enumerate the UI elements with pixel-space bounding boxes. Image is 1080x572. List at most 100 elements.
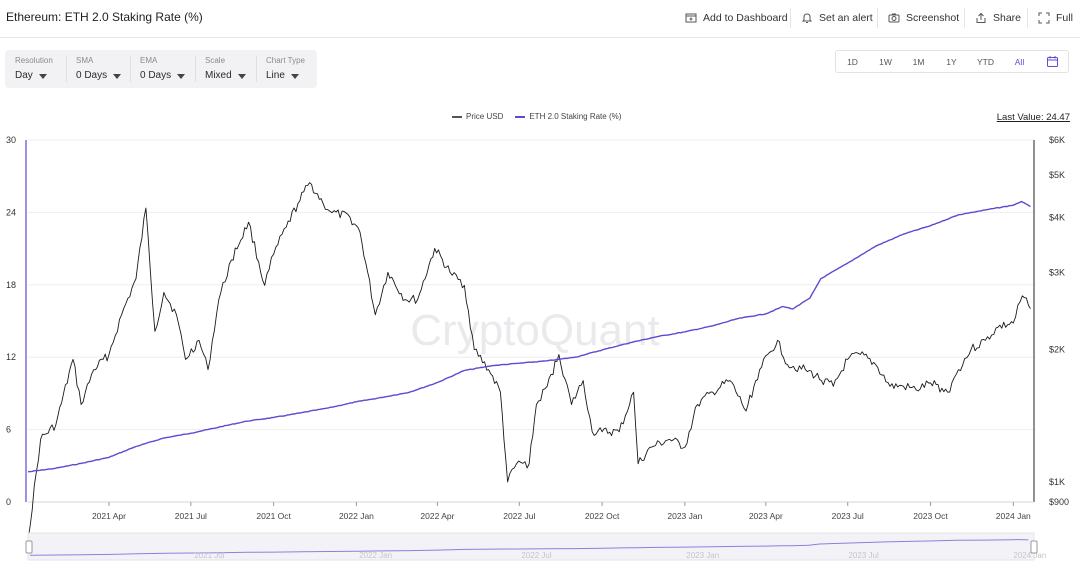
last-value: Last Value: 24.47 <box>996 112 1070 123</box>
scale-value: Mixed <box>205 70 232 81</box>
chart-type-value: Line <box>266 70 285 81</box>
legend-label-price: Price USD <box>466 112 504 121</box>
y-left-tick-label: 0 <box>6 497 11 507</box>
calendar-icon <box>1046 56 1058 67</box>
range-button-1w[interactable]: 1W <box>879 56 892 67</box>
chevron-down-icon <box>290 73 299 79</box>
navigator-tick-label: 2021 Jul <box>194 551 224 560</box>
y-right-tick-label: $900 <box>1049 497 1069 507</box>
navigator-track <box>27 532 1035 561</box>
legend-item-staking[interactable]: ETH 2.0 Staking Rate (%) <box>515 112 621 121</box>
fullscreen-button[interactable]: Full <box>1038 9 1073 27</box>
toolbar-divider <box>195 56 196 82</box>
navigator-right-handle[interactable] <box>1030 540 1038 554</box>
legend-label-staking: ETH 2.0 Staking Rate (%) <box>529 112 622 121</box>
x-tick-label: 2022 Jan <box>339 511 374 521</box>
header-divider <box>964 8 965 28</box>
legend-swatch-staking <box>515 115 526 118</box>
navigator-tick-label: 2023 Jan <box>686 551 719 560</box>
resolution-select[interactable]: Resolution Day <box>15 55 53 85</box>
y-left-tick-label: 12 <box>6 352 16 362</box>
staking-rate-series-line <box>27 200 1031 473</box>
resolution-label: Resolution <box>15 56 53 65</box>
x-tick-label: 2021 Oct <box>256 511 291 521</box>
sma-label: SMA <box>76 56 94 65</box>
y-right-tick-label: $4K <box>1049 212 1065 222</box>
screenshot-button[interactable]: Screenshot <box>888 9 959 27</box>
fullscreen-icon <box>1038 12 1050 24</box>
x-tick-label: 2023 Jan <box>667 511 702 521</box>
ema-select[interactable]: EMA 0 Days <box>140 55 186 85</box>
navigator-series-line <box>29 539 1029 556</box>
camera-icon <box>888 13 900 23</box>
date-picker-button[interactable] <box>1036 51 1068 72</box>
header-divider <box>877 8 878 28</box>
header-bar: Ethereum: ETH 2.0 Staking Rate (%) Add t… <box>0 0 1080 38</box>
price-series-line <box>27 182 1031 540</box>
chart-navigator: 2021 Jul 2022 Jan 2022 Jul 2023 Jan 2023 Jul… <box>25 532 1046 561</box>
chart-axes: 0 6 12 18 24 30 $900 $1K $2K $3K $4K $5K $6K 2021 Apr… <box>6 135 1069 521</box>
y-left-tick-label: 6 <box>6 425 11 435</box>
toolbar-divider <box>130 56 131 82</box>
sma-select[interactable]: SMA 0 Days <box>76 55 122 85</box>
fullscreen-label: Full <box>1056 12 1073 24</box>
range-button-1d[interactable]: 1D <box>847 56 858 67</box>
share-label: Share <box>993 12 1022 24</box>
share-icon <box>976 12 986 23</box>
navigator-left-handle[interactable] <box>25 540 33 554</box>
ema-value: 0 Days <box>140 70 172 81</box>
y-right-tick-label: $6K <box>1049 135 1065 145</box>
toolbar-divider <box>66 56 67 82</box>
range-button-1m[interactable]: 1M <box>912 56 925 67</box>
y-right-tick-label: $3K <box>1049 267 1065 277</box>
header-divider <box>1027 8 1028 28</box>
x-tick-label: 2024 Jan <box>996 511 1031 521</box>
range-button-1y[interactable]: 1Y <box>946 56 957 67</box>
scale-select[interactable]: Scale Mixed <box>205 55 246 85</box>
chart-legend: Price USD ETH 2.0 Staking Rate (%) <box>452 112 633 121</box>
y-left-tick-label: 18 <box>6 280 16 290</box>
share-button[interactable]: Share <box>975 9 1021 27</box>
y-right-tick-label: $1K <box>1049 477 1065 487</box>
x-tick-label: 2022 Apr <box>420 511 454 521</box>
x-tick-label: 2021 Jul <box>175 511 207 521</box>
y-right-tick-label: $5K <box>1049 170 1065 180</box>
chart-type-select[interactable]: Chart Type Line <box>266 55 305 85</box>
navigator-tick-label: 2022 Jul <box>521 551 551 560</box>
chart-series <box>27 182 1031 540</box>
y-left-tick-label: 24 <box>6 207 16 217</box>
chevron-down-icon <box>38 73 47 79</box>
scale-label: Scale <box>205 56 226 65</box>
bell-icon <box>801 13 813 23</box>
navigator-tick-label: 2022 Jan <box>359 551 392 560</box>
range-button-all[interactable]: All <box>1014 56 1025 67</box>
legend-item-price[interactable]: Price USD <box>452 112 503 121</box>
chevron-down-icon <box>237 73 246 79</box>
x-tick-label: 2023 Apr <box>749 511 783 521</box>
watermark: CryptoQuant <box>410 306 659 355</box>
navigator-tick-label: 2024 Jan <box>1013 551 1046 560</box>
sma-value: 0 Days <box>76 70 108 81</box>
range-button-ytd[interactable]: YTD <box>977 56 994 67</box>
x-tick-label: 2021 Apr <box>92 511 126 521</box>
add-to-dashboard-label: Add to Dashboard <box>703 12 788 24</box>
ema-label: EMA <box>140 56 158 65</box>
x-tick-label: 2022 Oct <box>585 511 620 521</box>
time-range-selector: 1D 1W 1M 1Y YTD All <box>835 50 1069 73</box>
x-tick-label: 2023 Oct <box>913 511 948 521</box>
chevron-down-icon <box>177 73 186 79</box>
toolbar-divider <box>256 56 257 82</box>
y-left-tick-label: 30 <box>6 135 16 145</box>
page-title: Ethereum: ETH 2.0 Staking Rate (%) <box>6 10 203 24</box>
legend-swatch-price <box>452 115 462 118</box>
resolution-value: Day <box>15 70 33 81</box>
x-tick-label: 2023 Jul <box>832 511 864 521</box>
x-tick-label: 2022 Jul <box>503 511 535 521</box>
set-alert-button[interactable]: Set an alert <box>801 9 873 27</box>
dashboard-add-icon <box>685 13 697 23</box>
chart-type-label: Chart Type <box>266 56 305 65</box>
add-to-dashboard-button[interactable]: Add to Dashboard <box>685 9 788 27</box>
set-alert-label: Set an alert <box>819 12 873 24</box>
chevron-down-icon <box>113 73 122 79</box>
